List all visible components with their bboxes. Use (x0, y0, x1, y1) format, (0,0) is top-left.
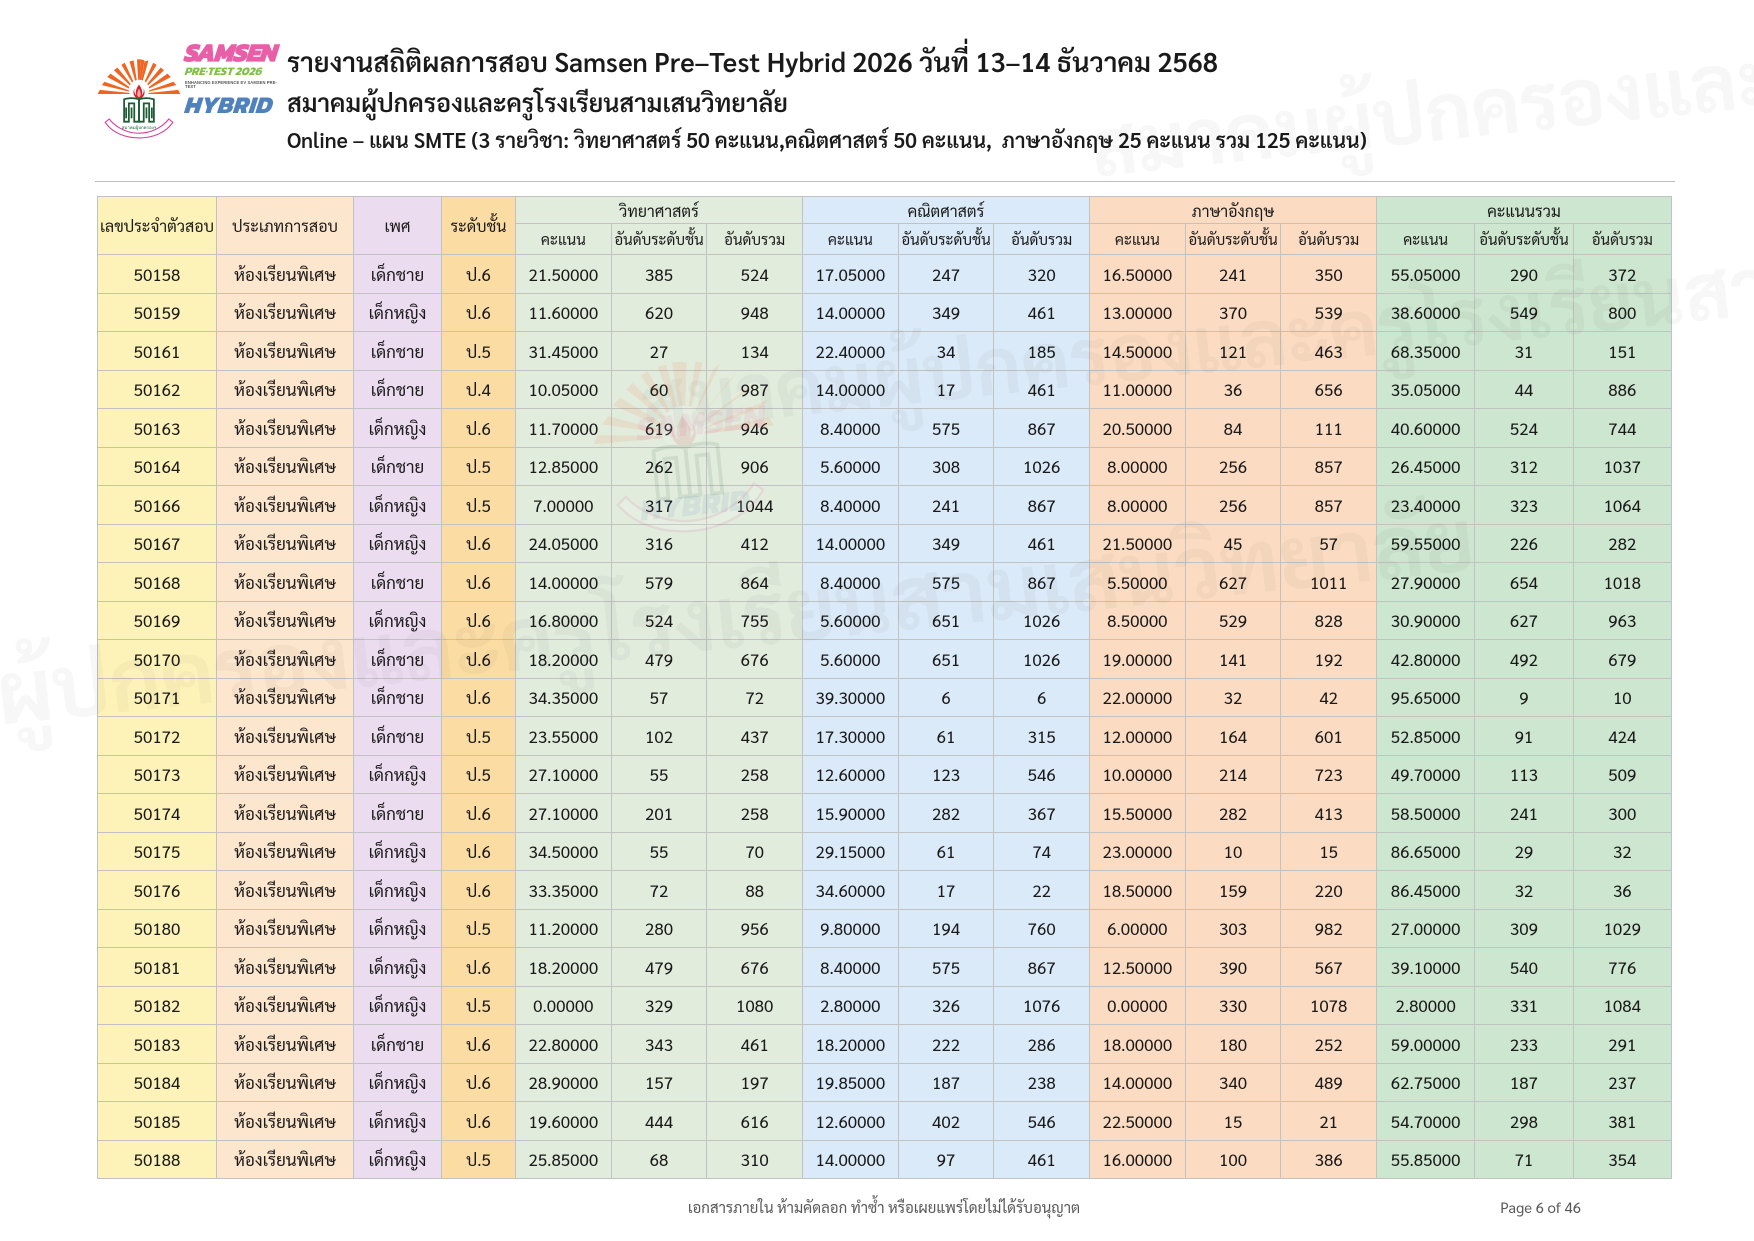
svg-text:สมาคมผู้ปกครองฯ: สมาคมผู้ปกครองฯ (122, 125, 157, 131)
